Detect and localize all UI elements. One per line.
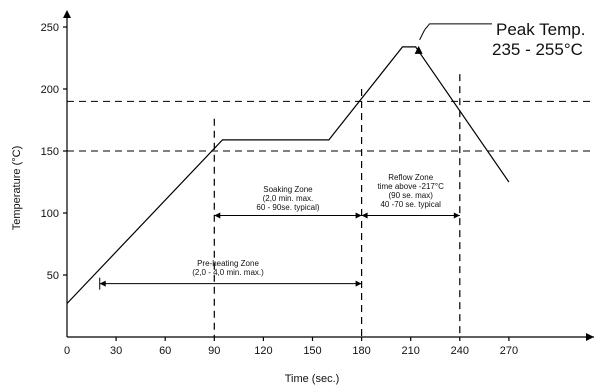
- peak-leader-stem: [419, 29, 426, 41]
- preheating-zone-arrow-right: [355, 280, 362, 287]
- x-tick-label-180: 180: [352, 345, 370, 357]
- x-tick-label-30: 30: [110, 345, 122, 357]
- preheating-zone-label-line2: (2,0 - 4,0 min. max.): [192, 268, 264, 277]
- y-tick-label-200: 200: [41, 84, 59, 96]
- x-axis-arrow: [586, 333, 594, 341]
- reflow-zone-arrow-left: [361, 212, 368, 219]
- peak-arrow-head: [414, 45, 423, 54]
- y-tick-label-150: 150: [41, 146, 59, 158]
- reflow-zone-arrow-right: [453, 212, 460, 219]
- y-tick-label-250: 250: [41, 22, 59, 34]
- y-axis-title: Temperature (°C): [11, 146, 23, 230]
- x-tick-label-240: 240: [451, 345, 469, 357]
- peak-label-line2: 235 - 255°C: [492, 40, 583, 59]
- y-tick-label-100: 100: [41, 208, 59, 220]
- reflow-zone-label-line3: (90 se. max): [388, 191, 433, 200]
- soaking-zone-arrow-left: [214, 212, 221, 219]
- reflow-zone-label-line2: time above -217°C: [378, 182, 445, 191]
- soaking-zone-label-line3: 60 - 90se. typical): [256, 203, 319, 212]
- x-tick-label-0: 0: [64, 345, 70, 357]
- x-tick-label-90: 90: [208, 345, 220, 357]
- soaking-zone-label-line2: (2,0 min. max.: [263, 194, 314, 203]
- preheating-zone-arrow-left: [99, 280, 106, 287]
- reflow-zone-label-line4: 40 -70 se. typical: [380, 200, 441, 209]
- peak-leader-line: [424, 23, 492, 31]
- preheating-zone-label-line1: Pre-heating Zone: [197, 259, 259, 268]
- x-tick-label-60: 60: [159, 345, 171, 357]
- peak-label-line1: Peak Temp.: [496, 20, 585, 39]
- x-tick-label-120: 120: [254, 345, 272, 357]
- x-tick-label-270: 270: [500, 345, 518, 357]
- x-axis-title: Time (sec.): [285, 373, 340, 385]
- x-tick-label-150: 150: [303, 345, 321, 357]
- reflow-zone-label-line1: Reflow Zone: [388, 173, 433, 182]
- soaking-zone-arrow-right: [355, 212, 362, 219]
- x-tick-label-210: 210: [402, 345, 420, 357]
- y-axis-arrow: [63, 10, 71, 18]
- temperature-profile-line: [66, 46, 510, 304]
- y-tick-label-50: 50: [47, 270, 59, 282]
- soaking-zone-label-line1: Soaking Zone: [263, 185, 313, 194]
